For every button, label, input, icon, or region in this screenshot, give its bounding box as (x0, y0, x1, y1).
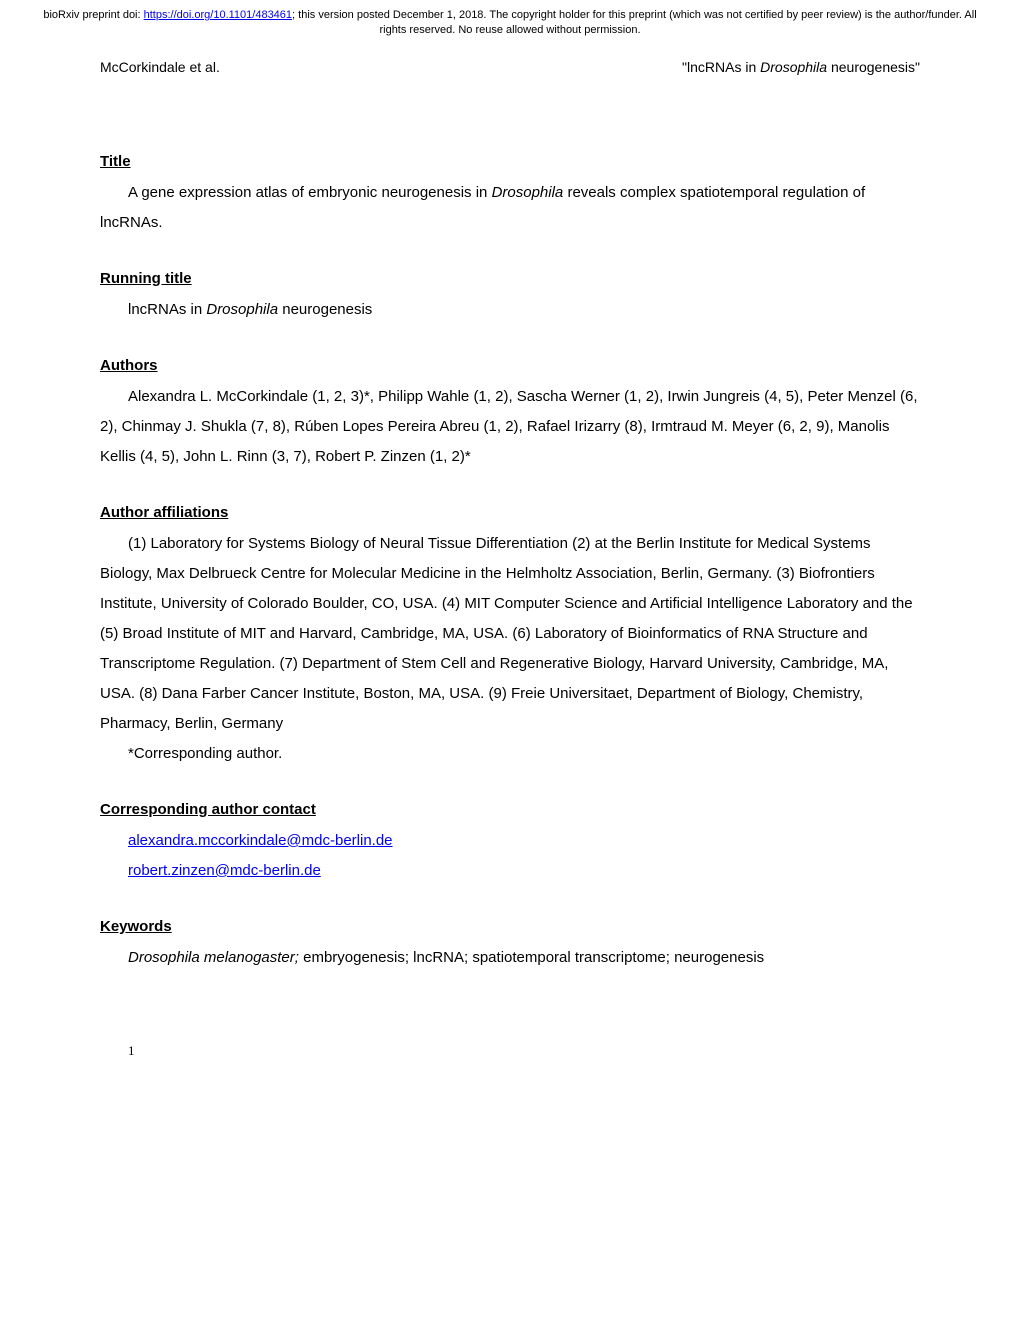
header-right: "lncRNAs in Drosophila neurogenesis" (682, 59, 920, 75)
preprint-banner: bioRxiv preprint doi: https://doi.org/10… (0, 0, 1020, 41)
page-number: 1 (0, 1043, 1020, 1059)
title-body-italic: Drosophila (492, 184, 564, 201)
email-link-2[interactable]: robert.zinzen@mdc-berlin.de (128, 862, 321, 879)
preprint-suffix: ; this version posted December 1, 2018. … (292, 9, 977, 36)
content-area: Title A gene expression atlas of embryon… (0, 83, 1020, 1013)
affiliations-heading: Author affiliations (100, 504, 920, 521)
header-row: McCorkindale et al. "lncRNAs in Drosophi… (0, 41, 1020, 83)
authors-body: Alexandra L. McCorkindale (1, 2, 3)*, Ph… (100, 382, 920, 472)
keywords-heading: Keywords (100, 918, 920, 935)
running-title-body: lncRNAs in Drosophila neurogenesis (100, 295, 920, 325)
header-right-italic: Drosophila (760, 59, 827, 75)
title-body: A gene expression atlas of embryonic neu… (100, 178, 920, 238)
contact-email1-line: alexandra.mccorkindale@mdc-berlin.de (100, 826, 920, 856)
title-body-prefix: A gene expression atlas of embryonic neu… (128, 184, 492, 201)
running-title-italic: Drosophila (206, 301, 278, 318)
affiliations-body: (1) Laboratory for Systems Biology of Ne… (100, 529, 920, 739)
authors-heading: Authors (100, 357, 920, 374)
corresponding-note: *Corresponding author. (100, 739, 920, 769)
header-left: McCorkindale et al. (100, 59, 220, 75)
header-right-prefix: "lncRNAs in (682, 59, 760, 75)
running-title-suffix: neurogenesis (278, 301, 372, 318)
running-title-prefix: lncRNAs in (128, 301, 206, 318)
header-right-suffix: neurogenesis" (827, 59, 920, 75)
email-link-1[interactable]: alexandra.mccorkindale@mdc-berlin.de (128, 832, 393, 849)
running-title-heading: Running title (100, 270, 920, 287)
preprint-prefix: bioRxiv preprint doi: (43, 9, 143, 21)
keywords-suffix: embryogenesis; lncRNA; spatiotemporal tr… (299, 949, 764, 966)
contact-email2-line: robert.zinzen@mdc-berlin.de (100, 856, 920, 886)
keywords-italic: Drosophila melanogaster; (128, 949, 299, 966)
keywords-body: Drosophila melanogaster; embryogenesis; … (100, 943, 920, 973)
title-heading: Title (100, 153, 920, 170)
contact-heading: Corresponding author contact (100, 801, 920, 818)
doi-link[interactable]: https://doi.org/10.1101/483461 (144, 9, 292, 21)
